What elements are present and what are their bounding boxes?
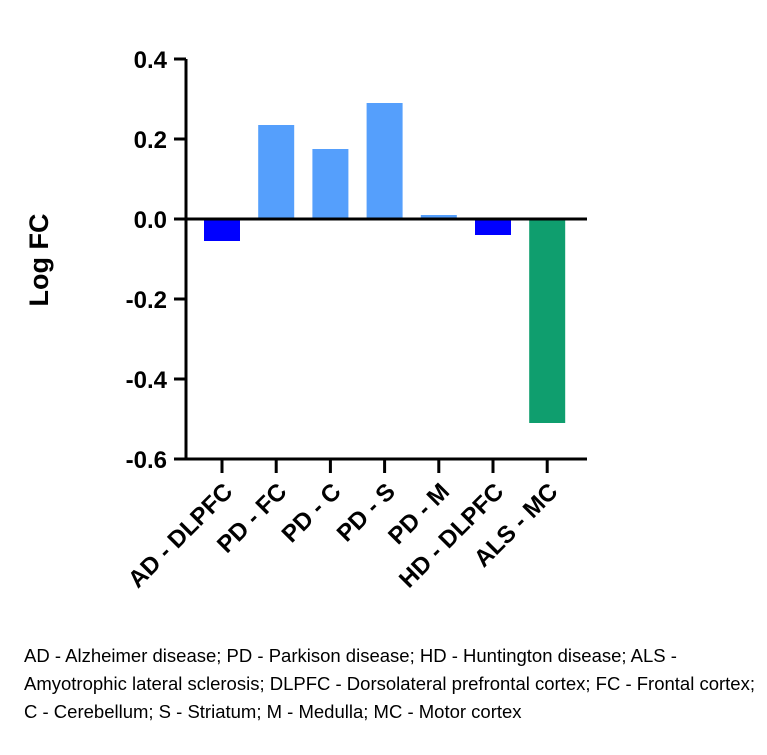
bar-pd-fc [258, 125, 295, 219]
y-axis-title: Log FC [24, 214, 54, 307]
y-tick-label: 0.0 [134, 207, 167, 234]
bar-als-mc [529, 219, 566, 423]
y-tick-label: -0.2 [126, 287, 167, 314]
y-tick-label: -0.4 [126, 367, 168, 394]
y-tick-label: 0.2 [134, 127, 167, 154]
y-tick-label: 0.4 [134, 47, 168, 74]
y-tick-label: -0.6 [126, 447, 167, 474]
bar-hd-dlpfc [475, 219, 511, 235]
bar-pd-c [312, 149, 349, 219]
figure-caption: AD - Alzheimer disease; PD - Parkison di… [24, 645, 755, 722]
bar-pd-s [366, 103, 403, 219]
x-category-label: PD - C [277, 478, 347, 548]
bar-ad-dlpfc [204, 219, 240, 241]
bar-pd-m [420, 215, 457, 219]
